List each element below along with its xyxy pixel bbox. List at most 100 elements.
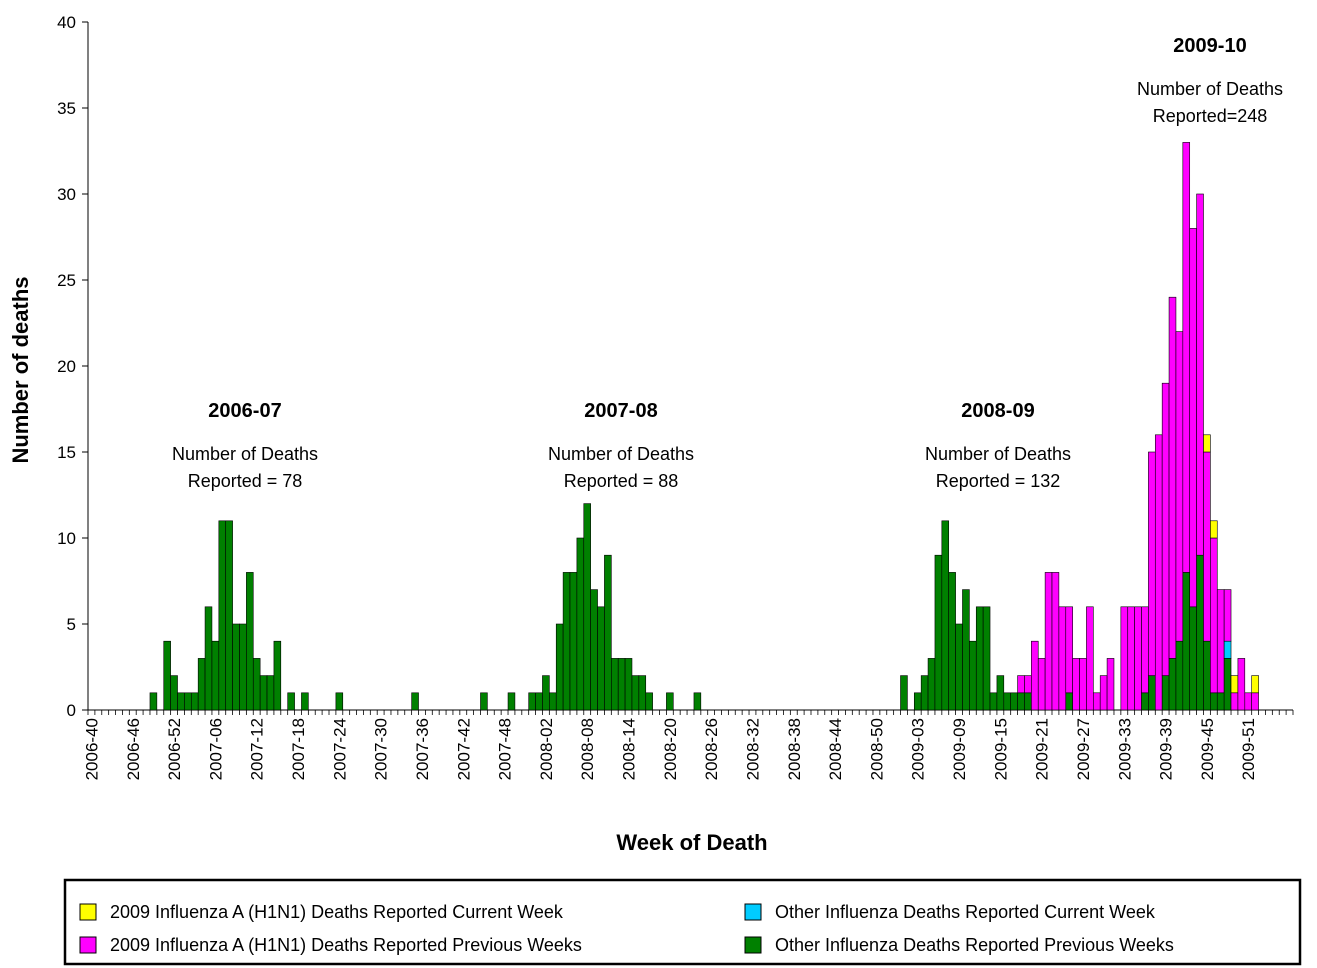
legend-label: Other Influenza Deaths Reported Previous…	[775, 935, 1174, 955]
bar-segment	[982, 606, 991, 711]
bar-segment	[1024, 675, 1032, 694]
bar-segment	[184, 692, 192, 711]
season-note: Number of Deaths	[548, 444, 694, 464]
season-note: Reported = 132	[936, 471, 1061, 491]
season-note: Number of Deaths	[172, 444, 318, 464]
bar-segment	[1154, 434, 1163, 711]
y-tick-label: 15	[57, 443, 76, 462]
y-tick-label: 40	[57, 13, 76, 32]
y-axis-title: Number of deaths	[8, 276, 33, 463]
x-tick-label: 2007-06	[206, 718, 225, 780]
x-tick-label: 2009-39	[1157, 718, 1176, 780]
bar-segment	[149, 692, 158, 711]
bar-segment	[252, 658, 261, 711]
x-tick-label: 2009-21	[1033, 718, 1052, 780]
x-tick-label: 2007-48	[496, 718, 515, 780]
bar-segment	[1210, 520, 1218, 539]
bar-segment	[507, 692, 516, 711]
bar-segment	[218, 520, 227, 711]
season-title: 2007-08	[584, 400, 657, 422]
bar-segment	[1037, 658, 1046, 711]
bar-segment	[1210, 537, 1218, 694]
bar-segment	[1141, 692, 1149, 711]
bar-segment	[1189, 606, 1197, 711]
bar-segment	[569, 572, 578, 711]
season-note: Reported = 78	[188, 471, 303, 491]
bar-segment	[962, 589, 970, 711]
y-tick-label: 20	[57, 357, 76, 376]
bar-segment	[948, 572, 956, 711]
bar-segment	[177, 692, 185, 711]
bar-segment	[1079, 658, 1087, 711]
bar-segment	[666, 692, 674, 711]
bar-segment	[597, 606, 605, 711]
bar-segment	[975, 606, 984, 711]
bar-segment	[1182, 572, 1191, 711]
bar-segment	[1106, 658, 1115, 711]
bar-segment	[1051, 572, 1060, 711]
x-tick-label: 2007-24	[330, 718, 349, 780]
bar-segment	[1223, 658, 1232, 711]
bar-segment	[542, 675, 550, 711]
bar-segment	[1175, 640, 1184, 711]
bar-segment	[555, 623, 564, 711]
bar-segment	[259, 675, 268, 711]
bar-segment	[631, 675, 640, 711]
x-tick-label: 2009-51	[1239, 718, 1258, 780]
bar-segment	[1182, 142, 1191, 573]
x-tick-label: 2007-36	[413, 718, 432, 780]
bar-segment	[562, 572, 571, 711]
bar-segment	[1223, 640, 1232, 659]
legend-swatch	[79, 936, 97, 954]
bar-segment	[604, 554, 612, 711]
bar-segment	[969, 640, 977, 711]
bar-segment	[920, 675, 929, 711]
bar-segment	[1065, 606, 1073, 694]
bar-segment	[1230, 675, 1239, 694]
y-tick-label: 35	[57, 99, 76, 118]
bar-segment	[1223, 589, 1232, 642]
x-tick-label: 2008-26	[702, 718, 721, 780]
x-axis-title: Week of Death	[616, 830, 767, 855]
bar-segment	[549, 692, 557, 711]
y-tick-label: 10	[57, 529, 76, 548]
bar-segment	[239, 623, 247, 711]
x-tick-label: 2008-38	[785, 718, 804, 780]
x-tick-label: 2007-30	[372, 718, 391, 780]
x-tick-label: 2007-18	[289, 718, 308, 780]
x-tick-label: 2008-44	[826, 718, 845, 780]
y-tick-label: 25	[57, 271, 76, 290]
bar-segment	[1093, 692, 1101, 711]
bar-segment	[927, 658, 936, 711]
bar-segment	[1244, 692, 1252, 711]
bar-segment	[211, 640, 220, 711]
bar-segment	[287, 692, 295, 711]
x-tick-label: 2008-02	[537, 718, 556, 780]
bar-segment	[1010, 692, 1018, 711]
bar-segment	[1216, 692, 1225, 711]
bar-segment	[1148, 451, 1156, 676]
legend-swatch	[744, 936, 762, 954]
season-title: 2009-10	[1173, 35, 1246, 57]
bar-segment	[900, 675, 908, 711]
bar-segment	[1251, 692, 1259, 711]
bar-segment	[1203, 451, 1211, 642]
bar-segment	[913, 692, 922, 711]
x-tick-label: 2009-27	[1074, 718, 1093, 780]
bar-segment	[411, 692, 419, 711]
bar-segment	[1065, 692, 1073, 711]
bar-segment	[1237, 658, 1246, 711]
bar-segment	[590, 589, 598, 711]
x-tick-label: 2009-33	[1115, 718, 1134, 780]
bar-segment	[1230, 692, 1239, 711]
bar-segment	[535, 692, 543, 711]
bar-segment	[1203, 434, 1211, 453]
legend-swatch	[744, 903, 762, 921]
x-tick-label: 2007-12	[248, 718, 267, 780]
bar-segment	[583, 503, 591, 711]
bar-segment	[1175, 331, 1184, 642]
season-note: Number of Deaths	[925, 444, 1071, 464]
bar-segment	[266, 675, 275, 711]
bar-segment	[1127, 606, 1135, 711]
bar-segment	[1251, 675, 1259, 694]
